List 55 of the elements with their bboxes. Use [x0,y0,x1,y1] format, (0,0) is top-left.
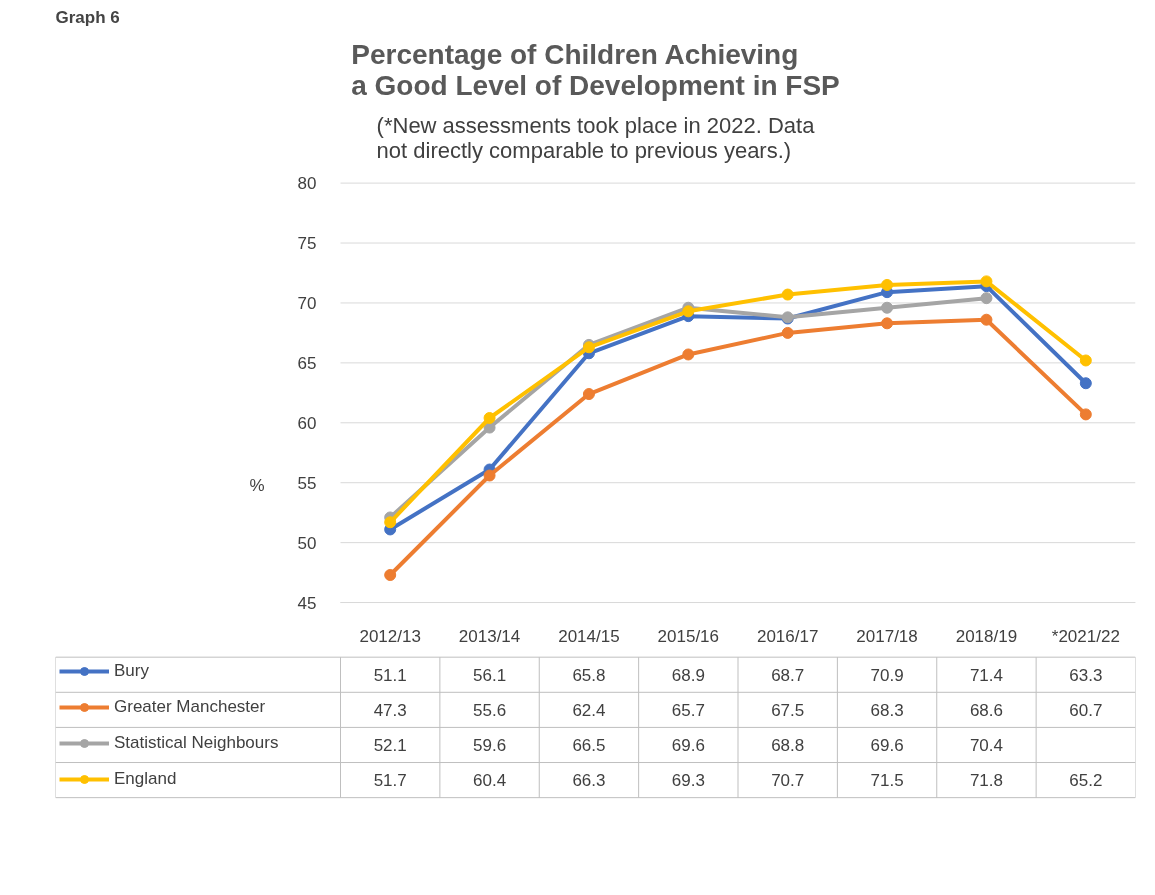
x-tick-label: 2015/16 [657,626,720,646]
data-label: 47.3 [373,700,407,720]
data-label: 65.2 [1069,771,1103,791]
data-label: 69.6 [671,735,705,755]
legend-label: Bury [114,660,149,682]
data-label: 68.7 [771,665,805,685]
caption: Graph 6 [55,7,120,27]
data-label: 70.7 [771,771,805,791]
x-tick-label: 2016/17 [756,626,819,646]
y-tick-label: 75 [297,234,317,254]
x-tick-label: 2013/14 [458,626,521,646]
data-label: 65.7 [671,700,705,720]
data-label: 63.3 [1069,665,1103,685]
legend-label: England [114,768,177,790]
data-label: 56.1 [473,665,507,685]
data-label: 60.4 [473,771,507,791]
data-label: 60.7 [1069,700,1103,720]
y-tick-label: 50 [297,533,317,553]
x-tick-label: 2017/18 [856,626,918,646]
data-label: 68.3 [870,700,904,720]
y-tick-label: 60 [297,413,317,433]
data-label: 68.8 [771,735,805,755]
y-axis-title: % [249,476,265,495]
chart-title: Percentage of Children Achieving a Good Level of Development in FSP [351,38,840,101]
data-label: 52.1 [373,735,407,755]
data-label: 68.6 [969,700,1003,720]
data-label: 59.6 [473,735,507,755]
y-tick-label: 70 [297,293,317,313]
data-label: 51.1 [373,665,407,685]
data-label: 65.8 [572,665,606,685]
data-label: 66.3 [572,771,606,791]
data-label: 71.4 [969,665,1003,685]
x-tick-label: 2014/15 [558,626,620,646]
y-tick-label: 80 [297,174,317,194]
chart-subtitle: (*New assessments took place in 2022. Data not directly comparable to previous years.) [376,112,816,163]
data-label: 55.6 [473,700,507,720]
y-tick-label: 45 [297,593,317,613]
data-label: 67.5 [771,700,805,720]
legend-label: Greater Manchester [114,696,266,718]
y-tick-label: 55 [297,473,317,493]
x-tick-label: 2012/13 [359,626,421,646]
data-label: 71.8 [969,771,1003,791]
data-label: 68.9 [671,665,705,685]
y-tick-label: 65 [297,353,317,373]
data-label: 70.9 [870,665,904,685]
x-tick-label: 2018/19 [955,626,1018,646]
data-label: 51.7 [373,771,407,791]
data-label: 69.3 [671,771,705,791]
data-label: 62.4 [572,700,606,720]
data-label: 70.4 [969,735,1003,755]
data-label: 69.6 [870,735,904,755]
data-label: 66.5 [572,735,606,755]
data-label: 71.5 [870,771,904,791]
x-tick-label: *2021/22 [1051,626,1120,646]
legend-label: Statistical Neighbours [114,732,279,754]
